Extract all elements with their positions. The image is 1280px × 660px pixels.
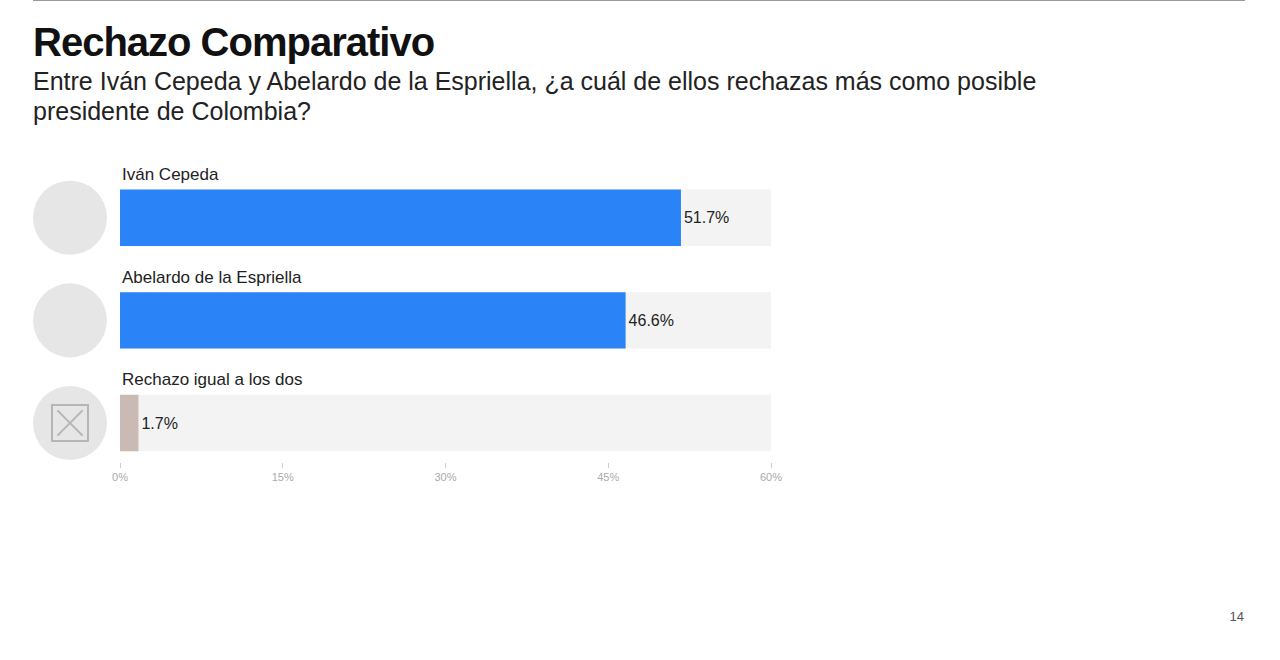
svg-text:0%: 0% [112, 471, 128, 483]
svg-text:45%: 45% [597, 471, 619, 483]
svg-text:Abelardo de la Espriella: Abelardo de la Espriella [122, 268, 302, 287]
html-text:14: 14 [1229, 609, 1244, 624]
svg-text:1.7%: 1.7% [141, 415, 177, 432]
svg-text:46.6%: 46.6% [629, 312, 674, 329]
svg-text:15%: 15% [272, 471, 294, 483]
svg-text:51.7%: 51.7% [684, 209, 729, 226]
svg-text:Rechazo igual a los dos: Rechazo igual a los dos [122, 370, 303, 389]
html-text:Rechazo Comparativo: Rechazo Comparativo [33, 20, 435, 64]
svg-text:30%: 30% [434, 471, 456, 483]
svg-text:60%: 60% [760, 471, 782, 483]
svg-text:Iván Cepeda: Iván Cepeda [122, 165, 219, 184]
html-text:Entre Iván Cepeda y Abelardo d: Entre Iván Cepeda y Abelardo de la Espri… [33, 67, 1037, 125]
